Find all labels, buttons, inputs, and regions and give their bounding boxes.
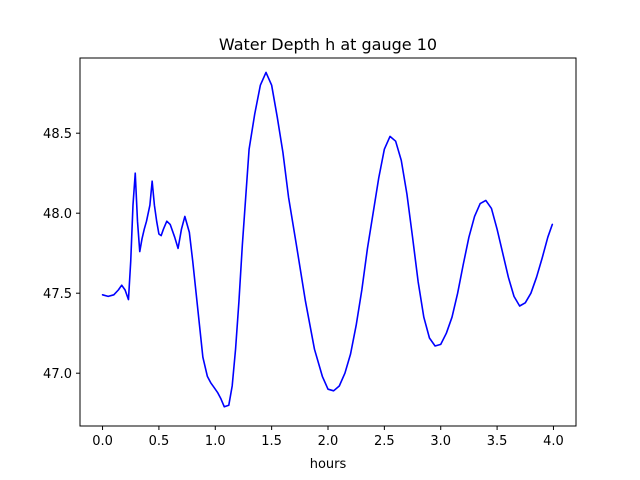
y-axis: 47.0 47.5 48.0 48.5 bbox=[43, 127, 80, 382]
y-tick-label: 47.5 bbox=[43, 287, 72, 302]
y-tick-label: 48.0 bbox=[43, 207, 72, 222]
x-axis: 0.0 0.5 1.0 1.5 2.0 2.5 3.0 3.5 4.0 bbox=[92, 426, 564, 449]
x-tick-label: 1.0 bbox=[205, 434, 226, 449]
x-axis-label: hours bbox=[310, 457, 347, 472]
x-tick-label: 3.0 bbox=[430, 434, 451, 449]
x-tick-label: 2.5 bbox=[374, 434, 395, 449]
y-tick-label: 48.5 bbox=[43, 127, 72, 142]
plot-area bbox=[101, 71, 554, 408]
chart-title: Water Depth h at gauge 10 bbox=[219, 35, 437, 54]
x-tick-label: 3.5 bbox=[487, 434, 508, 449]
x-tick-label: 0.5 bbox=[149, 434, 170, 449]
series-line-0 bbox=[101, 71, 554, 408]
x-tick-label: 0.0 bbox=[92, 434, 113, 449]
x-tick-label: 2.0 bbox=[318, 434, 339, 449]
x-tick-label: 4.0 bbox=[543, 434, 564, 449]
axes-frame bbox=[79, 57, 577, 427]
x-tick-label: 1.5 bbox=[261, 434, 282, 449]
y-tick-label: 47.0 bbox=[43, 367, 72, 382]
